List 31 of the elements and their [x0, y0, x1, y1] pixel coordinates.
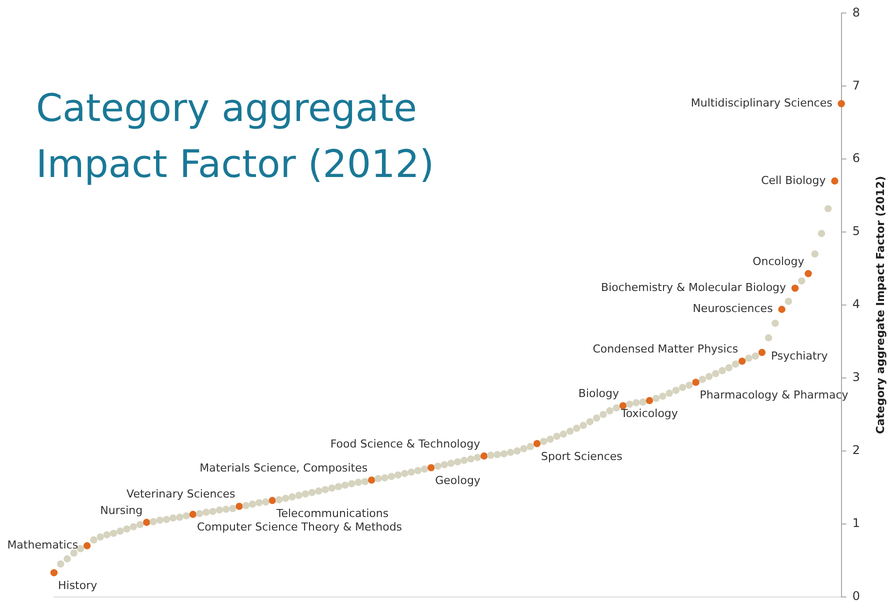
data-label: Veterinary Sciences: [126, 488, 236, 501]
data-label: Computer Science Theory & Methods: [196, 520, 402, 534]
y-tick-label: 2: [852, 443, 860, 458]
data-label: Neurosciences: [692, 302, 774, 316]
y-tick-label: 0: [852, 588, 860, 603]
data-label: Geology: [435, 474, 481, 488]
data-label: Multidisciplinary Sciences: [690, 96, 833, 110]
y-tick-label: 4: [852, 297, 860, 312]
data-label: Cell Biology: [761, 174, 826, 187]
y-tick-label: 8: [852, 5, 860, 20]
y-tick-label: 3: [852, 370, 860, 384]
data-label: Oncology: [752, 254, 805, 268]
y-tick-label: 6: [852, 151, 860, 166]
data-label: Nursing: [100, 504, 143, 517]
y-axis-title: Category aggregate Impact Factor (2012): [874, 176, 888, 434]
data-label: Pharmacology & Pharmacy: [700, 388, 849, 402]
data-label: Biology: [578, 387, 620, 400]
text: Category aggregate Impact Factor (2012): [36, 85, 436, 188]
data-label: Condensed Matter Physics: [592, 342, 738, 356]
y-tick-label: 7: [852, 78, 860, 92]
data-label: Biochemistry & Molecular Biology: [601, 281, 787, 294]
data-label: Telecommunications: [275, 506, 389, 520]
data-label: Food Science & Technology: [330, 437, 481, 450]
data-label: Psychiatry: [770, 349, 828, 362]
data-label: Toxicology: [620, 406, 678, 420]
data-label: Materials Science, Composites: [200, 461, 368, 474]
y-tick-label: 5: [852, 224, 860, 238]
data-label: History: [58, 579, 98, 592]
y-tick-label: 1: [852, 516, 860, 530]
data-label: Mathematics: [7, 538, 78, 552]
data-label: Sport Sciences: [541, 450, 623, 463]
